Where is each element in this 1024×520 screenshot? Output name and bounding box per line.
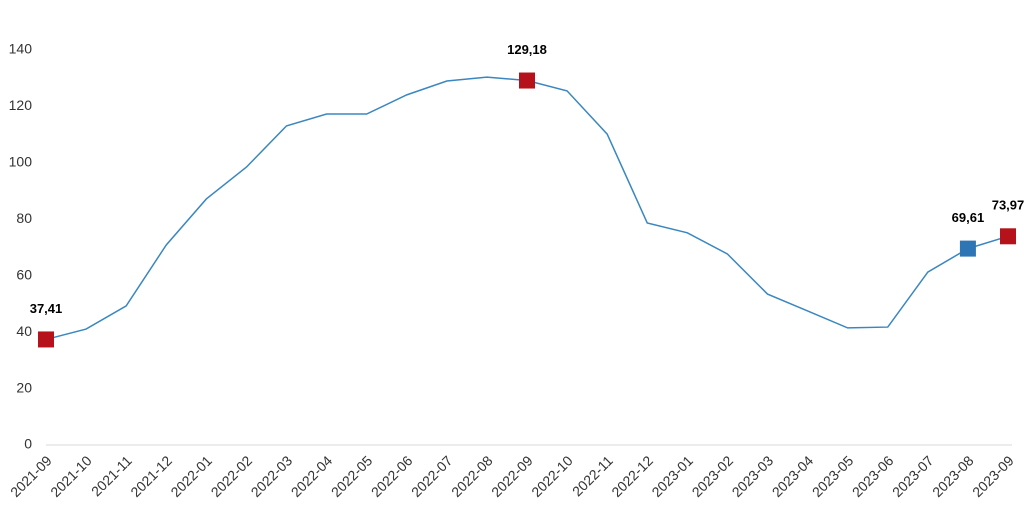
x-tick-label: 2023-09: [969, 452, 1017, 500]
y-tick-label: 40: [16, 323, 32, 339]
value-label: 69,61: [952, 210, 985, 225]
x-tick-label: 2021-09: [7, 452, 55, 500]
x-tick-label: 2021-10: [47, 452, 95, 500]
value-label: 37,41: [30, 301, 63, 316]
y-tick-label: 0: [24, 436, 32, 452]
x-tick-label: 2021-12: [127, 452, 175, 500]
x-tick-label: 2022-05: [328, 452, 376, 500]
y-tick-label: 120: [9, 97, 33, 113]
x-tick-label: 2021-11: [88, 452, 135, 499]
x-tick-label: 2023-07: [889, 452, 937, 500]
x-tick-label: 2023-01: [648, 452, 696, 500]
x-tick-label: 2023-02: [689, 452, 737, 500]
value-label: 129,18: [507, 42, 547, 57]
marker: [959, 240, 976, 257]
x-tick-label: 2022-04: [288, 452, 336, 500]
x-tick-label: 2022-10: [528, 452, 576, 500]
x-tick-label: 2022-03: [248, 452, 296, 500]
x-tick-label: 2022-12: [608, 452, 656, 500]
y-tick-label: 100: [9, 154, 33, 170]
x-tick-label: 2022-06: [368, 452, 416, 500]
x-tick-label: 2023-03: [729, 452, 777, 500]
x-tick-label: 2022-09: [488, 452, 536, 500]
line: [45, 76, 1009, 341]
y-tick-label: 20: [16, 379, 32, 395]
x-tick-label: 2023-06: [849, 452, 897, 500]
x-tick-label: 2023-08: [929, 452, 977, 500]
x-tick-label: 2022-11: [569, 452, 616, 499]
y-tick-label: 60: [16, 266, 32, 282]
y-tick-label: 140: [9, 41, 33, 57]
marker: [38, 331, 54, 348]
x-tick-label: 2022-08: [448, 452, 496, 500]
marker: [1000, 228, 1016, 245]
x-tick-label: 2023-05: [809, 452, 857, 500]
x-tick-label: 2023-04: [769, 452, 817, 500]
value-label: 73,97: [992, 198, 1024, 213]
y-tick-label: 80: [16, 210, 32, 226]
x-tick-label: 2022-07: [408, 452, 456, 500]
x-tick-label: 2022-01: [167, 452, 215, 500]
x-tick-label: 2022-02: [208, 452, 256, 500]
marker: [519, 72, 535, 89]
